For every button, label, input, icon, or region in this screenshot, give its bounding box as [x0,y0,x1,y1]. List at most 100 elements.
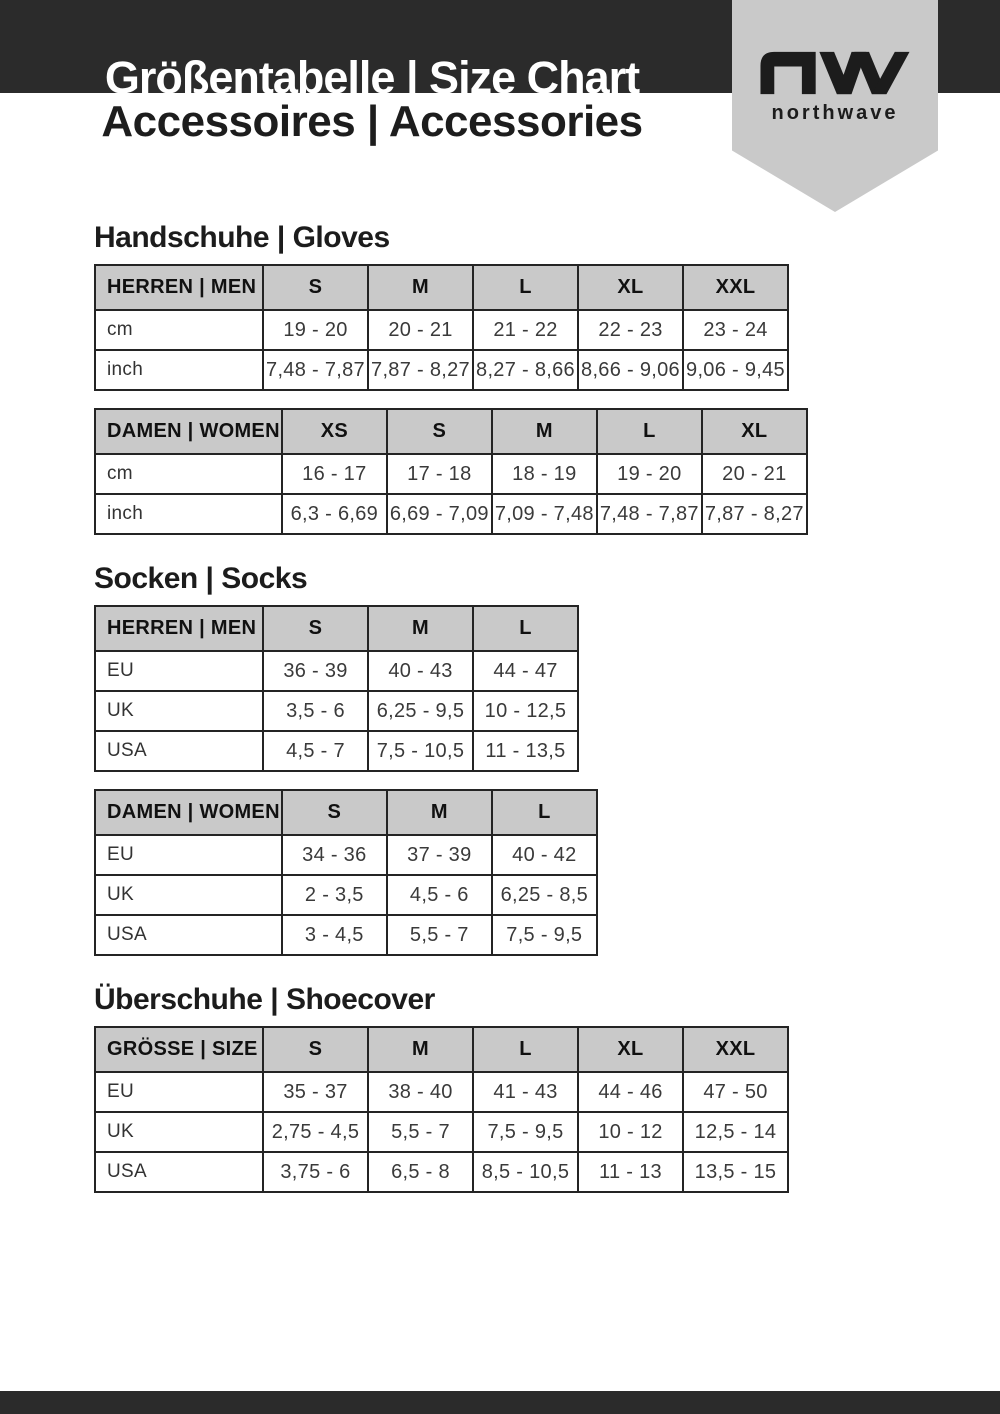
table-row: cm 16 - 17 17 - 18 18 - 19 19 - 20 20 - 21 [94,453,808,495]
northwave-wordmark: northwave [771,102,899,124]
value-cell: 34 - 36 [280,834,388,876]
row-group-header-cell: DAMEN | WOMEN [94,789,283,836]
section-heading: Socken | Socks [94,562,308,595]
value-cell: 18 - 19 [490,453,598,495]
table-header-row: DAMEN | WOMEN S M L [94,789,598,836]
table-row: cm 19 - 20 20 - 21 21 - 22 22 - 23 23 - 24 [94,309,789,351]
row-group-header-cell: HERREN | MEN [94,605,264,652]
value-cell: 8,66 - 9,06 [577,349,684,391]
value-cell: 19 - 20 [262,309,369,351]
size-header-cell: XL [577,1026,684,1073]
value-cell: 40 - 43 [367,650,474,692]
value-cell: 6,69 - 7,09 [385,493,493,535]
value-cell: 4,5 - 6 [385,874,493,916]
value-cell: 6,3 - 6,69 [280,493,388,535]
size-header-cell: L [595,408,703,455]
size-header-cell: M [367,1026,474,1073]
size-table: HERREN | MEN S M L EU 36 - 39 40 - 43 44 - 47 UK… [94,605,579,772]
table-row: inch 7,48 - 7,87 7,87 - 8,27 8,27 - 8,66 8,6… [94,349,789,391]
row-group-header-cell: HERREN | MEN [94,264,264,311]
table-row: EU 34 - 36 37 - 39 40 - 42 [94,834,598,876]
size-table: DAMEN | WOMEN S M L EU 34 - 36 37 - 39 40 - 42 U… [94,789,598,956]
value-cell: 7,48 - 7,87 [595,493,703,535]
value-cell: 2,75 - 4,5 [262,1111,369,1153]
row-label-cell: EU [94,1071,264,1113]
row-label-cell: UK [94,690,264,732]
row-label-cell: inch [94,349,264,391]
row-label-cell: UK [94,1111,264,1153]
value-cell: 36 - 39 [262,650,369,692]
size-header-cell: S [262,264,369,311]
value-cell: 23 - 24 [682,309,789,351]
value-cell: 44 - 47 [472,650,579,692]
value-cell: 5,5 - 7 [385,914,493,956]
value-cell: 7,5 - 9,5 [490,914,598,956]
value-cell: 20 - 21 [367,309,474,351]
row-label-cell: EU [94,650,264,692]
value-cell: 13,5 - 15 [682,1151,789,1193]
value-cell: 12,5 - 14 [682,1111,789,1153]
size-header-cell: XS [280,408,388,455]
value-cell: 6,25 - 8,5 [490,874,598,916]
size-chart-sections: Handschuhe | Gloves HERREN | MEN S M L XL XXL c… [94,0,834,1193]
size-header-cell: S [262,605,369,652]
table-row: UK 2 - 3,5 4,5 - 6 6,25 - 8,5 [94,874,598,916]
value-cell: 22 - 23 [577,309,684,351]
row-label-cell: inch [94,493,283,535]
size-header-cell: XL [577,264,684,311]
section-1: Socken | Socks HERREN | MEN S M L EU 36 - 39 40… [94,562,834,956]
value-cell: 7,5 - 10,5 [367,730,474,772]
table-header-row: GRÖSSE | SIZE S M L XL XXL [94,1026,789,1073]
table-header-row: HERREN | MEN S M L [94,605,579,652]
value-cell: 10 - 12,5 [472,690,579,732]
page-subtitle: Accessoires | Accessories [101,97,643,146]
value-cell: 20 - 21 [700,453,808,495]
size-table: HERREN | MEN S M L XL XXL cm 19 - 20 20 - 21 21 -… [94,264,789,391]
row-label-cell: UK [94,874,283,916]
row-label-cell: EU [94,834,283,876]
value-cell: 16 - 17 [280,453,388,495]
value-cell: 37 - 39 [385,834,493,876]
size-table: GRÖSSE | SIZE S M L XL XXL EU 35 - 37 38 - 40 41 … [94,1026,789,1193]
value-cell: 7,87 - 8,27 [367,349,474,391]
value-cell: 10 - 12 [577,1111,684,1153]
size-header-cell: M [367,605,474,652]
value-cell: 35 - 37 [262,1071,369,1113]
section-2: Überschuhe | Shoecover GRÖSSE | SIZE S M L XL… [94,983,834,1193]
value-cell: 19 - 20 [595,453,703,495]
size-header-cell: L [472,605,579,652]
table-row: USA 3 - 4,5 5,5 - 7 7,5 - 9,5 [94,914,598,956]
value-cell: 7,5 - 9,5 [472,1111,579,1153]
value-cell: 41 - 43 [472,1071,579,1113]
footer-bar [0,1391,1000,1414]
value-cell: 47 - 50 [682,1071,789,1113]
row-label-cell: USA [94,730,264,772]
value-cell: 11 - 13,5 [472,730,579,772]
value-cell: 8,5 - 10,5 [472,1151,579,1193]
value-cell: 7,87 - 8,27 [700,493,808,535]
value-cell: 5,5 - 7 [367,1111,474,1153]
table-row: UK 3,5 - 6 6,25 - 9,5 10 - 12,5 [94,690,579,732]
row-group-header-cell: GRÖSSE | SIZE [94,1026,264,1073]
size-header-cell: XL [700,408,808,455]
table-row: inch 6,3 - 6,69 6,69 - 7,09 7,09 - 7,48 7,48… [94,493,808,535]
row-label-cell: USA [94,1151,264,1193]
value-cell: 21 - 22 [472,309,579,351]
value-cell: 6,5 - 8 [367,1151,474,1193]
value-cell: 6,25 - 9,5 [367,690,474,732]
size-table: DAMEN | WOMEN XS S M L XL cm 16 - 17 17 - 18 18 -… [94,408,808,535]
row-label-cell: USA [94,914,283,956]
size-header-cell: XXL [682,264,789,311]
value-cell: 2 - 3,5 [280,874,388,916]
row-label-cell: cm [94,309,264,351]
section-heading: Handschuhe | Gloves [94,221,390,254]
value-cell: 11 - 13 [577,1151,684,1193]
size-header-cell: L [472,264,579,311]
value-cell: 3,5 - 6 [262,690,369,732]
value-cell: 38 - 40 [367,1071,474,1113]
value-cell: 17 - 18 [385,453,493,495]
table-header-row: DAMEN | WOMEN XS S M L XL [94,408,808,455]
table-row: USA 4,5 - 7 7,5 - 10,5 11 - 13,5 [94,730,579,772]
value-cell: 3 - 4,5 [280,914,388,956]
